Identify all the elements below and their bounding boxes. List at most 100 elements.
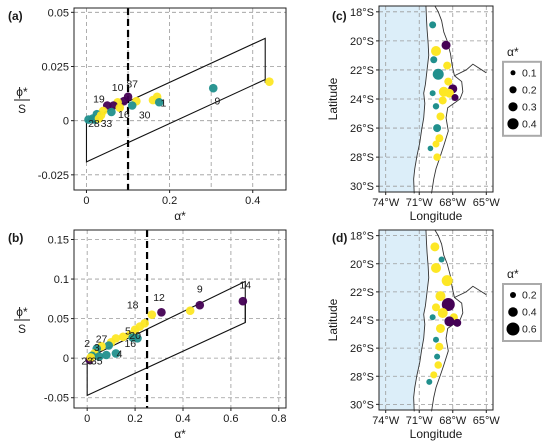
- map-point: [433, 336, 439, 343]
- data-point: [127, 101, 137, 110]
- envelope-polygon: [85, 37, 266, 163]
- y-axis-label-numerator: ϕ*: [16, 305, 28, 319]
- panel-label: (b): [8, 231, 23, 245]
- map-point: [436, 112, 445, 121]
- map-point: [435, 323, 445, 333]
- point-label: 23: [81, 355, 93, 367]
- map-point: [432, 303, 440, 312]
- map-point: [427, 145, 434, 152]
- y-tick-label: -0.05: [44, 393, 69, 405]
- data-point: [147, 310, 157, 319]
- map-point: [444, 88, 454, 98]
- data-point: [185, 306, 195, 315]
- legend-size-dot: [510, 292, 516, 298]
- point-label: 20: [129, 330, 141, 342]
- y-axis-label-numerator: ϕ*: [16, 85, 28, 99]
- map-point: [435, 134, 444, 143]
- y-tick-label: 0.1: [54, 274, 69, 286]
- map-point: [431, 262, 441, 273]
- point-label: 16: [118, 109, 130, 121]
- lat-tick-label: 20°S: [350, 36, 374, 48]
- point-label: 27: [96, 333, 108, 345]
- x-tick-label: 0.6: [223, 413, 238, 425]
- data-point: [84, 115, 93, 124]
- legend-label: 0.2: [522, 84, 537, 96]
- y-tick-label: 0: [63, 353, 69, 365]
- map-point: [435, 291, 446, 302]
- lat-tick-label: 24°S: [350, 315, 374, 327]
- data-point: [94, 352, 104, 361]
- data-point: [104, 341, 114, 350]
- lon-tick-label: 71°W: [406, 415, 434, 427]
- data-point: [118, 332, 128, 342]
- legend-label: 0.1: [522, 67, 537, 79]
- map-point: [430, 371, 438, 379]
- map-point: [435, 342, 444, 351]
- country-border: [454, 285, 487, 298]
- point-label: 10: [112, 82, 124, 94]
- point-label: 9: [214, 95, 220, 107]
- point-label: 35: [91, 355, 103, 367]
- data-point: [195, 300, 205, 310]
- lat-tick-label: 22°S: [350, 287, 374, 299]
- y-axis-label: Latitude: [326, 77, 340, 120]
- lon-tick-label: 68°W: [439, 197, 467, 209]
- lon-tick-label: 74°W: [372, 415, 400, 427]
- lat-tick-label: 18°S: [350, 7, 374, 19]
- lon-tick-label: 65°W: [473, 197, 501, 209]
- y-tick-label: 0.05: [48, 7, 69, 19]
- y-tick-label: 0: [63, 116, 69, 128]
- x-axis-label: α*: [174, 209, 186, 223]
- map-point: [426, 378, 433, 385]
- legend-size-dot: [508, 102, 518, 112]
- map-panel-c: (c) 74°W 71°W 68°W 65°W 18°S 20°S 22°S 24°S 26°S 2…: [326, 5, 542, 223]
- lon-tick-label: 68°W: [439, 415, 467, 427]
- country-border: [431, 229, 464, 412]
- map-point: [432, 103, 440, 110]
- data-point: [86, 353, 96, 362]
- map-point: [429, 314, 436, 321]
- lat-tick-label: 22°S: [350, 65, 374, 77]
- legend-label: 0.2: [522, 290, 537, 302]
- point-label: 19: [93, 93, 105, 105]
- point-label: 9: [197, 283, 203, 295]
- legend-title: α*: [507, 45, 519, 59]
- y-tick-label: 0.05: [48, 314, 69, 326]
- data-point: [107, 107, 116, 117]
- data-point: [154, 97, 164, 107]
- point-label: 4: [117, 348, 123, 360]
- data-point: [265, 77, 274, 86]
- data-point: [115, 103, 125, 112]
- map-point: [441, 298, 455, 312]
- map-point: [430, 56, 438, 64]
- legend-size-dot: [509, 86, 517, 94]
- data-point: [94, 114, 104, 123]
- data-point: [157, 307, 166, 317]
- legend-label: 0.4: [522, 118, 537, 130]
- lat-tick-label: 26°S: [350, 343, 374, 355]
- map-point: [444, 77, 453, 86]
- x-axis-label: Longitude: [410, 427, 463, 441]
- legend-size-dot: [508, 307, 518, 317]
- map-point: [443, 61, 452, 70]
- map-panel-d: (d) 74°W 71°W 68°W 65°W 18°S 20°S 22°S 24°S 26°S 2…: [326, 229, 542, 441]
- map-point: [451, 94, 459, 102]
- point-label: 16: [124, 338, 136, 350]
- x-tick-label: 0.2: [127, 413, 142, 425]
- y-tick-label: -0.025: [38, 170, 69, 182]
- data-point: [238, 296, 248, 306]
- map-point: [429, 21, 437, 29]
- data-point: [208, 83, 218, 93]
- map-point: [438, 256, 445, 263]
- x-tick-label: 0: [83, 195, 89, 207]
- point-label: 14: [239, 280, 251, 292]
- lon-tick-label: 74°W: [372, 197, 400, 209]
- point-label: 2: [84, 338, 90, 350]
- map-point: [430, 242, 440, 252]
- data-point: [111, 349, 121, 358]
- x-tick-label: 0.8: [271, 413, 286, 425]
- coastline: [413, 229, 430, 412]
- y-axis-label-denominator: S: [18, 102, 26, 116]
- point-label: 30: [139, 110, 151, 122]
